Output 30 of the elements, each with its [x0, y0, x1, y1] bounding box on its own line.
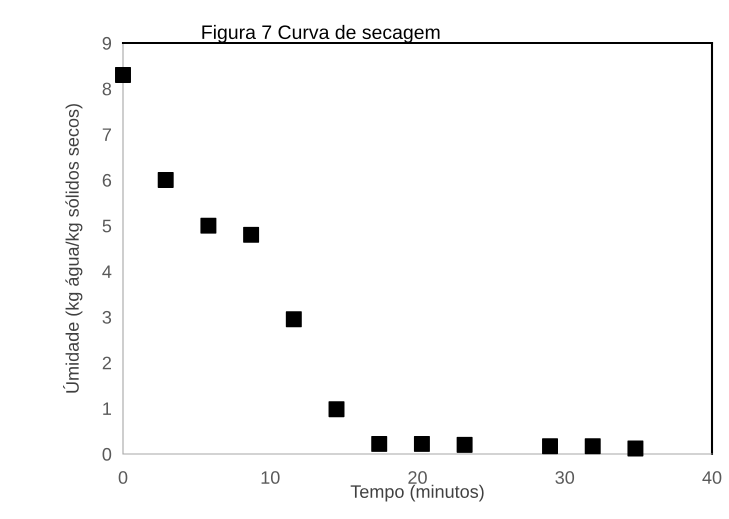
y-tick-label: 0 [102, 448, 112, 461]
point [200, 218, 216, 234]
y-tick-label: 1 [103, 402, 112, 415]
point [371, 436, 388, 452]
y-tick-label: 7 [102, 128, 111, 141]
point [627, 440, 644, 456]
y-tick-label: 2 [102, 356, 111, 370]
point [542, 438, 558, 454]
y-tick-label: 9 [102, 36, 112, 50]
point [158, 172, 174, 188]
x-tick-label: 20 [408, 471, 427, 484]
point [243, 226, 260, 243]
y-tick-label: 3 [102, 310, 112, 324]
x-axis-title: Tempo (minutos) [350, 484, 484, 502]
point [584, 438, 601, 454]
point [115, 66, 131, 83]
x-tick-label: 40 [702, 471, 722, 484]
x-tick-label: 10 [262, 471, 280, 484]
chart-title: Figura 7 Curva de secagem [202, 24, 440, 43]
point [414, 436, 430, 452]
y-tick-label: 8 [102, 82, 112, 96]
x-tick-label: 0 [118, 471, 128, 484]
y-tick-label: 5 [102, 220, 112, 232]
point [328, 401, 344, 418]
y-tick-label: 4 [102, 265, 112, 278]
point [456, 436, 473, 453]
x-tick-label: 30 [555, 471, 574, 484]
y-tick-label: 6 [102, 174, 112, 187]
y-axis-title: Úmidade (kg água/kg sólidos secos) [63, 104, 82, 393]
point [286, 311, 302, 328]
